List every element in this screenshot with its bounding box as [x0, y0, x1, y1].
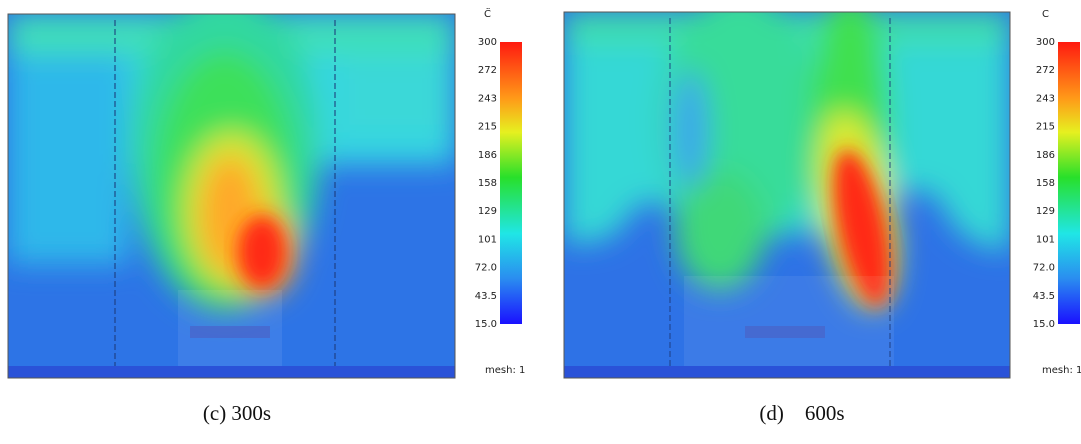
colorbar-tick-label: 243 — [478, 93, 497, 104]
colorbar-tick-label: 43.5 — [475, 291, 497, 302]
burner-box — [684, 276, 894, 378]
colorbar-tick-label: 215 — [1036, 122, 1055, 133]
colorbar-tick-label: 300 — [1036, 37, 1055, 48]
colorbar-tick-label: 129 — [478, 206, 497, 217]
caption: (c) 300s — [203, 401, 271, 425]
hot-core — [833, 149, 891, 307]
burner-box — [178, 290, 282, 378]
colorbar-tick-label: 186 — [1036, 150, 1055, 161]
colorbar-tick-label: 300 — [478, 37, 497, 48]
panel-frame — [7, 13, 456, 379]
colorbar-tick-label: 272 — [1036, 65, 1055, 76]
panel-frame — [563, 11, 1011, 379]
unit-label: C̈ — [484, 7, 491, 20]
temperature-slice-600s — [564, 12, 1010, 378]
caption: (d) 600s — [759, 401, 844, 425]
colorbar-tick-label: 101 — [1036, 234, 1055, 245]
colorbar-tick-label: 243 — [1036, 93, 1055, 104]
colorbar-tick-label: 101 — [478, 234, 497, 245]
colorbar-tick-label: 15.0 — [475, 319, 497, 330]
colorbar-tick-label: 129 — [1036, 206, 1055, 217]
hot-core — [238, 216, 286, 288]
floor — [8, 366, 455, 378]
colorbar-tick-label: 215 — [478, 122, 497, 133]
burner — [745, 326, 825, 338]
colorbar — [1058, 42, 1080, 324]
colorbar-tick-label: 272 — [478, 65, 497, 76]
temperature-slice-300s — [8, 14, 455, 378]
colorbar-tick-label: 158 — [1036, 178, 1055, 189]
colorbar-tick-label: 15.0 — [1033, 319, 1055, 330]
colorbar-tick-label: 72.0 — [1033, 263, 1055, 274]
unit-label: C — [1042, 9, 1049, 20]
colorbar-tick-label: 43.5 — [1033, 291, 1055, 302]
colorbar-tick-label: 186 — [478, 150, 497, 161]
colorbar-tick-label: 158 — [478, 178, 497, 189]
mesh-label: mesh: 1 — [1042, 365, 1081, 376]
floor — [564, 366, 1010, 378]
colorbar-tick-label: 72.0 — [475, 263, 497, 274]
colorbar — [500, 42, 522, 324]
mesh-label: mesh: 1 — [485, 365, 525, 376]
burner — [190, 326, 270, 338]
